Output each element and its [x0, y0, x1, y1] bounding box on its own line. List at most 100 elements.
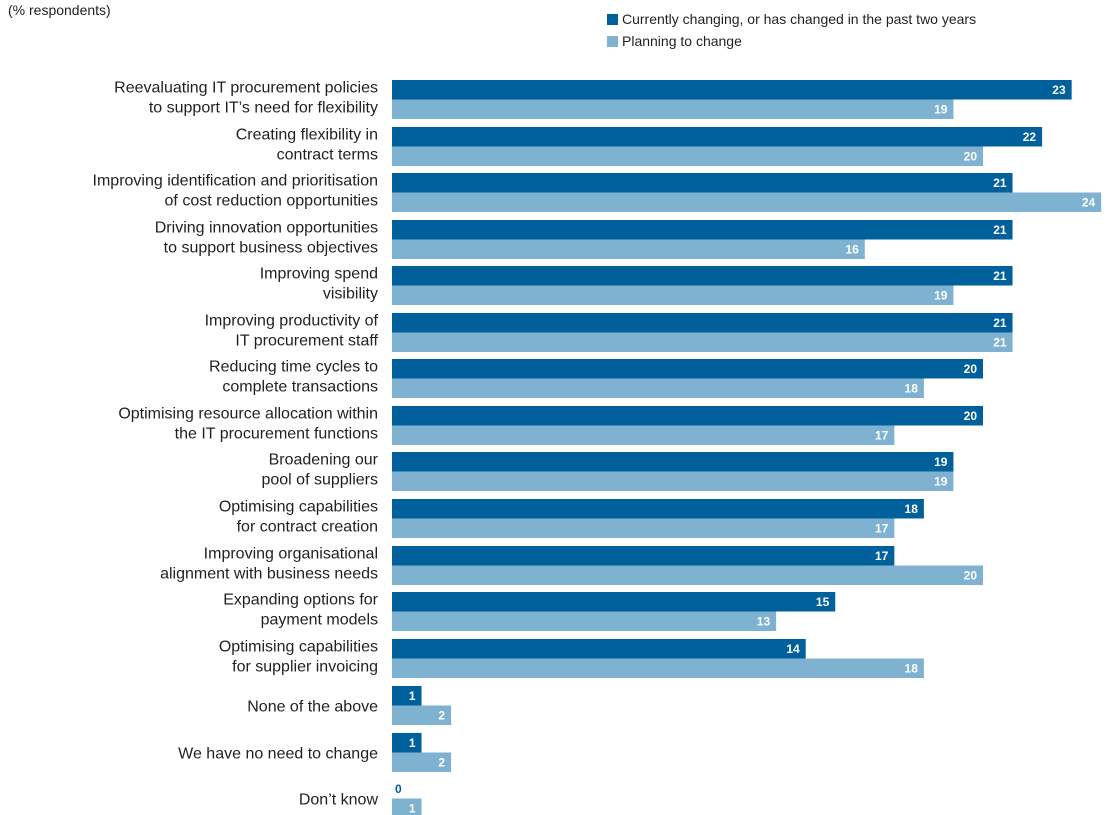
bar-current [392, 686, 422, 706]
value-label: 20 [964, 409, 978, 423]
bar-current [392, 127, 1043, 147]
category-label: Improving spend visibility [260, 266, 378, 303]
legend-label-planning: Planning to change [622, 33, 742, 49]
value-label: 21 [993, 176, 1007, 190]
category-label-line: for supplier invoicing [232, 659, 378, 676]
legend-item-current: Currently changing, or has changed in th… [607, 8, 976, 30]
value-label: 16 [845, 243, 859, 257]
value-label: 17 [875, 522, 889, 536]
bar-planning [392, 471, 954, 491]
bar-current [392, 406, 983, 426]
category-label-line: Improving spend [260, 266, 378, 283]
bar-planning [392, 752, 452, 772]
value-label: 20 [964, 150, 978, 164]
category-label-line: Improving organisational [204, 546, 378, 563]
category-label: Optimising resource allocation within the… [118, 406, 378, 443]
category-label: Creating flexibility in contract terms [236, 127, 378, 164]
bar-planning [392, 798, 422, 815]
category-label: Broadening our pool of suppliers [261, 452, 378, 489]
category-label-line: alignment with business needs [160, 566, 378, 583]
category-label-line: IT procurement staff [235, 333, 378, 350]
chart-subtitle: (% respondents) [8, 2, 111, 18]
category-label-line: payment models [261, 612, 378, 629]
value-label: 2 [438, 709, 445, 723]
value-label: 18 [905, 382, 919, 396]
category-label-line: the IT procurement functions [175, 426, 378, 443]
value-label: 1 [409, 802, 416, 815]
bar-planning [392, 239, 865, 259]
category-label-line: Reducing time cycles to [209, 359, 378, 376]
bar-current [392, 313, 1013, 333]
category-label: Don’t know [299, 792, 379, 809]
value-label: 14 [786, 642, 800, 656]
category-label-line: to support IT’s need for flexibility [149, 100, 378, 117]
bar-planning [392, 192, 1102, 212]
value-label: 19 [934, 455, 948, 469]
bar-current [392, 173, 1013, 193]
category-label: Optimising capabilities for contract crea… [219, 499, 378, 536]
legend-label-current: Currently changing, or has changed in th… [622, 11, 977, 27]
category-label-line: for contract creation [237, 519, 378, 536]
legend-item-planning: Planning to change [607, 30, 976, 52]
category-label-line: Optimising capabilities [219, 639, 378, 656]
value-label: 15 [816, 595, 830, 609]
bar-planning [392, 705, 452, 725]
bar-current [392, 452, 954, 472]
bar-planning [392, 99, 954, 119]
value-label: 0 [395, 782, 402, 796]
value-label: 24 [1082, 196, 1096, 210]
category-label: None of the above [247, 699, 378, 716]
bar-planning [392, 285, 954, 305]
legend-swatch-current [607, 13, 618, 25]
legend: Currently changing, or has changed in th… [607, 8, 976, 52]
value-label: 19 [934, 475, 948, 489]
bar-current [392, 220, 1013, 240]
value-label: 1 [409, 736, 416, 750]
value-label: 23 [1052, 83, 1066, 97]
value-label: 18 [905, 662, 919, 676]
bar-planning [392, 518, 895, 538]
bar-planning [392, 425, 895, 445]
bar-planning [392, 611, 777, 631]
value-label: 1 [409, 689, 416, 703]
value-label: 21 [993, 316, 1007, 330]
category-label: Improving identification and prioritisat… [93, 173, 378, 210]
category-label-line: pool of suppliers [261, 472, 378, 489]
bar-planning [392, 146, 983, 166]
value-label: 21 [993, 336, 1007, 350]
category-label-line: Reevaluating IT procurement policies [114, 80, 378, 97]
value-label: 17 [875, 429, 889, 443]
category-label-line: Driving innovation opportunities [155, 220, 378, 237]
bar-current [392, 266, 1013, 286]
category-label-line: Broadening our [269, 452, 379, 469]
category-label-line: Improving productivity of [205, 313, 379, 330]
category-label: We have no need to change [178, 746, 378, 763]
bar-planning [392, 658, 924, 678]
bar-current [392, 639, 806, 659]
category-label-line: Expanding options for [223, 592, 378, 609]
category-label-line: to support business objectives [164, 240, 378, 257]
bar-planning [392, 565, 983, 585]
value-label: 22 [1023, 130, 1037, 144]
category-label-line: Creating flexibility in [236, 127, 378, 144]
legend-swatch-planning [607, 35, 618, 47]
bar-current [392, 733, 422, 753]
category-label: Improving organisational alignment with b… [160, 546, 378, 583]
value-label: 20 [964, 362, 978, 376]
category-label-line: complete transactions [222, 379, 378, 396]
category-label-line: Improving identification and prioritisat… [93, 173, 378, 190]
bar-planning [392, 378, 924, 398]
value-label: 19 [934, 103, 948, 117]
category-label: Reducing time cycles to complete transact… [209, 359, 378, 396]
bar-planning [392, 332, 1013, 352]
category-label-line: visibility [323, 286, 378, 303]
value-label: 19 [934, 289, 948, 303]
category-label-line: of cost reduction opportunities [165, 193, 378, 210]
bar-current [392, 592, 836, 612]
value-label: 13 [757, 615, 771, 629]
category-label: Optimising capabilities for supplier invo… [219, 639, 378, 676]
value-label: 2 [438, 756, 445, 770]
category-label-line: Optimising capabilities [219, 499, 378, 516]
value-label: 17 [875, 549, 889, 563]
